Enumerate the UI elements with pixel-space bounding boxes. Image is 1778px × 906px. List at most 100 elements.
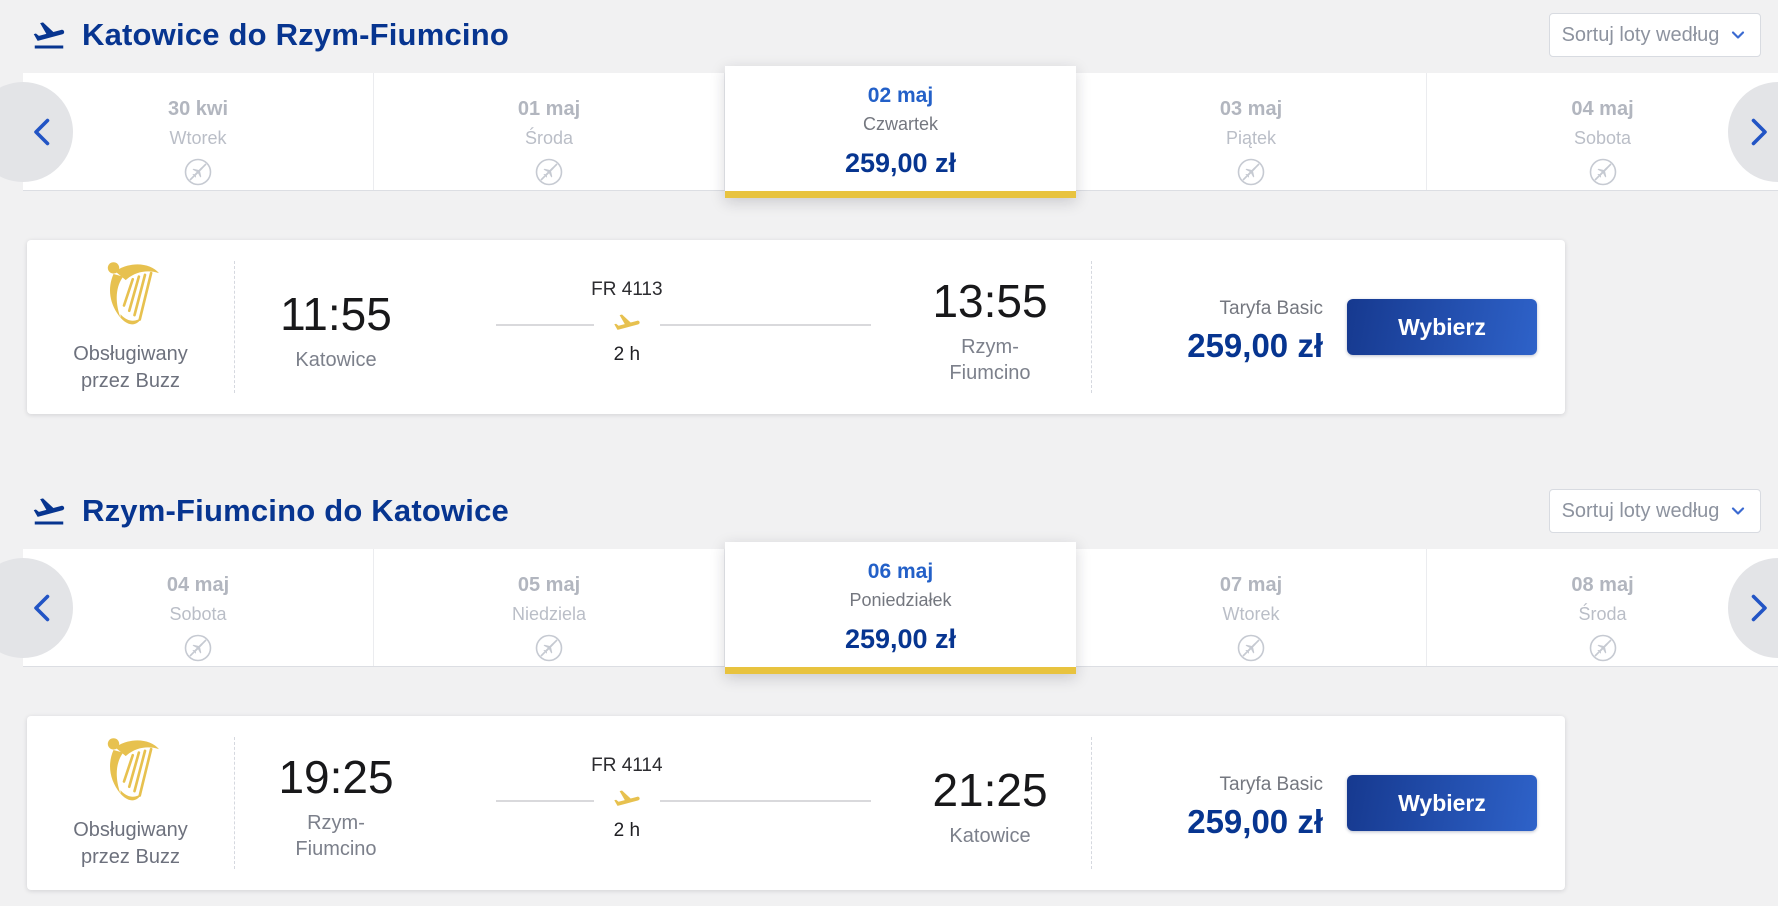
flight-takeoff-icon <box>31 493 67 529</box>
section-title: Katowice do Rzym-Fiumcino <box>31 17 509 53</box>
fare-type-label: Taryfa Basic <box>1219 773 1323 795</box>
date-cell[interactable]: 30 kwi Wtorek <box>23 73 374 190</box>
weekday-label: Sobota <box>1573 128 1632 148</box>
chevron-down-icon <box>1732 507 1745 515</box>
date-cell[interactable]: 04 maj Sobota <box>1427 73 1778 190</box>
route-block: FR 4114 2 h <box>437 716 889 890</box>
ryanair-harp-logo <box>99 260 163 335</box>
flight-card: Obsługiwany przez Buzz 19:25 Rzym-Fiumci… <box>27 716 1565 890</box>
weekday-label: Sobota <box>169 604 227 624</box>
fare-block: Taryfa Basic 259,00 zł <box>1092 774 1347 841</box>
chevron-left-icon <box>34 118 50 146</box>
no-flights-icon <box>535 634 563 667</box>
select-flight-button[interactable]: Wybierz <box>1347 299 1537 355</box>
departure-time: 19:25 <box>278 751 394 803</box>
divider <box>1091 737 1092 869</box>
weekday-label: Piątek <box>1225 128 1277 148</box>
divider <box>234 261 235 393</box>
arrival-city: Katowice <box>949 825 1031 847</box>
no-flights-icon <box>1589 634 1617 667</box>
flight-takeoff-icon <box>31 17 67 53</box>
select-flight-button[interactable]: Wybierz <box>1347 775 1537 831</box>
date-label: 05 maj <box>517 574 581 596</box>
date-cell-selected[interactable]: 06 maj Poniedziałek 259,00 zł <box>725 542 1076 674</box>
date-cell[interactable]: 01 maj Środa <box>374 73 725 190</box>
date-cell[interactable]: 07 maj Wtorek <box>1076 549 1427 666</box>
flight-card: Obsługiwany przez Buzz 11:55 Katowice FR… <box>27 240 1565 414</box>
flight-number: FR 4113 <box>591 279 663 300</box>
date-price: 259,00 zł <box>844 148 957 178</box>
departure-city: Rzym-Fiumcino <box>295 812 377 860</box>
date-cell[interactable]: 05 maj Niedziela <box>374 549 725 666</box>
date-price: 259,00 zł <box>844 624 957 654</box>
date-label: 04 maj <box>166 574 230 596</box>
date-label: 01 maj <box>517 98 581 120</box>
airline-block: Obsługiwany przez Buzz <box>27 260 234 395</box>
no-flights-icon <box>1237 158 1265 191</box>
operated-by-label: Obsługiwany przez Buzz <box>73 342 188 392</box>
no-flights-icon <box>184 634 212 667</box>
arrival-time: 21:25 <box>932 764 1048 816</box>
route-line <box>495 800 871 802</box>
sort-label: Sortuj loty według <box>1561 499 1720 522</box>
date-label: 03 maj <box>1219 98 1283 120</box>
chevron-left-icon <box>34 594 50 622</box>
no-flights-icon <box>535 158 563 191</box>
no-flights-icon <box>1237 634 1265 667</box>
fare-price: 259,00 zł <box>1187 802 1323 840</box>
date-cell-selected[interactable]: 02 maj Czwartek 259,00 zł <box>725 66 1076 198</box>
ryanair-harp-logo <box>99 736 163 811</box>
plane-takeoff-icon <box>593 310 660 345</box>
plane-takeoff-icon <box>593 786 660 821</box>
arrival-info: 21:25 Katowice <box>889 763 1091 849</box>
date-carousel: 04 maj Sobota 05 maj Niedziela 07 maj Wt… <box>0 542 1778 674</box>
date-label: 02 maj <box>867 84 934 107</box>
date-cell[interactable]: 04 maj Sobota <box>23 549 374 666</box>
weekday-label: Wtorek <box>169 128 227 148</box>
divider <box>1091 261 1092 393</box>
date-cell[interactable]: 08 maj Środa <box>1427 549 1778 666</box>
section-title: Rzym-Fiumcino do Katowice <box>31 493 509 529</box>
weekday-label: Poniedziałek <box>849 590 952 610</box>
date-label: 07 maj <box>1219 574 1283 596</box>
airline-block: Obsługiwany przez Buzz <box>27 736 234 871</box>
no-flights-icon <box>1589 158 1617 191</box>
no-flights-icon <box>184 158 212 191</box>
fare-type-label: Taryfa Basic <box>1219 297 1323 319</box>
section-title-text: Katowice do Rzym-Fiumcino <box>82 17 509 52</box>
flight-leg: 11:55 Katowice FR 4113 2 h 13:55 Rzym-Fi… <box>235 240 1091 414</box>
date-label: 06 maj <box>867 560 934 583</box>
date-label: 30 kwi <box>167 98 229 120</box>
flight-duration: 2 h <box>613 820 641 841</box>
sort-label: Sortuj loty według <box>1561 23 1720 46</box>
flight-duration: 2 h <box>613 344 641 365</box>
fare-price: 259,00 zł <box>1187 326 1323 364</box>
departure-info: 11:55 Katowice <box>235 287 437 373</box>
chevron-right-icon <box>1751 594 1767 622</box>
weekday-label: Czwartek <box>862 114 938 134</box>
arrival-info: 13:55 Rzym-Fiumcino <box>889 274 1091 386</box>
weekday-label: Niedziela <box>511 604 587 624</box>
departure-city: Katowice <box>295 349 377 371</box>
date-cell[interactable]: 03 maj Piątek <box>1076 73 1427 190</box>
operated-by-label: Obsługiwany przez Buzz <box>73 818 188 868</box>
route-block: FR 4113 2 h <box>437 240 889 414</box>
flight-leg: 19:25 Rzym-Fiumcino FR 4114 2 h 21:25 Ka… <box>235 716 1091 890</box>
return-section: Rzym-Fiumcino do Katowice Sortuj loty we… <box>0 489 1778 890</box>
date-label: 04 maj <box>1571 98 1634 120</box>
weekday-label: Wtorek <box>1222 604 1280 624</box>
sort-flights-dropdown[interactable]: Sortuj loty według <box>1549 13 1761 57</box>
weekday-label: Środa <box>1578 604 1627 624</box>
departure-info: 19:25 Rzym-Fiumcino <box>235 750 437 862</box>
weekday-label: Środa <box>524 128 574 148</box>
divider <box>234 737 235 869</box>
arrival-time: 13:55 <box>932 275 1048 327</box>
flight-number: FR 4114 <box>591 755 663 776</box>
date-carousel: 30 kwi Wtorek 01 maj Środa 03 maj Piątek… <box>0 66 1778 198</box>
sort-flights-dropdown[interactable]: Sortuj loty według <box>1549 489 1761 533</box>
chevron-down-icon <box>1732 31 1745 39</box>
date-label: 08 maj <box>1571 574 1634 596</box>
fare-block: Taryfa Basic 259,00 zł <box>1092 298 1347 365</box>
section-title-text: Rzym-Fiumcino do Katowice <box>82 493 509 528</box>
departure-time: 11:55 <box>280 288 392 340</box>
